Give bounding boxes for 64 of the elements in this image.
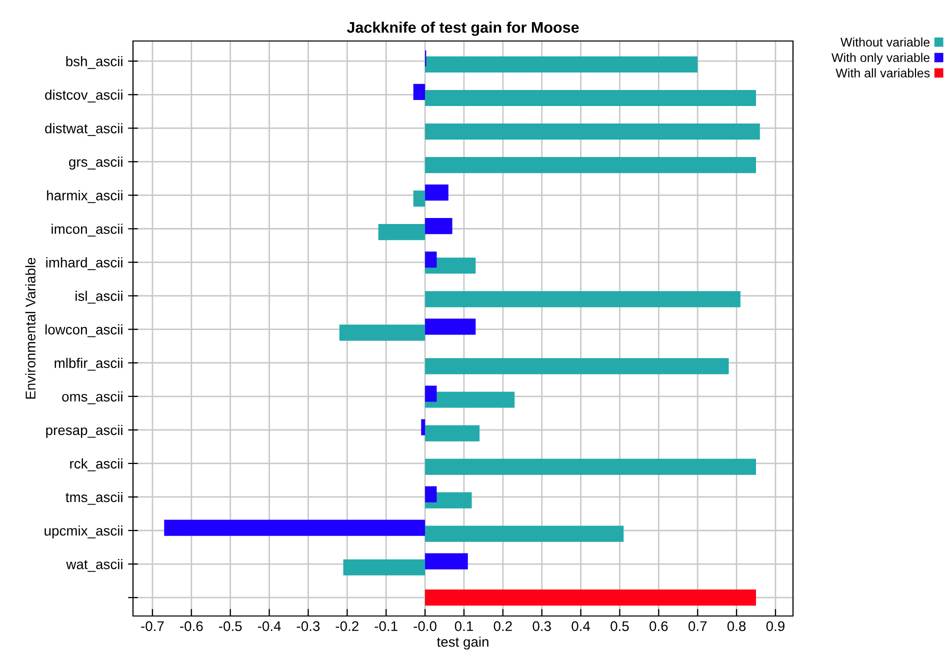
- x-tick-label: 0.5: [610, 621, 629, 632]
- x-tick-label: 0.8: [727, 621, 746, 632]
- x-tick-label: -0.7: [141, 621, 164, 632]
- x-tick-label: 0.2: [494, 621, 512, 632]
- y-tick-label: presap_ascii: [46, 424, 122, 438]
- bar: [425, 358, 729, 374]
- y-tick-label: rck_ascii: [70, 458, 122, 472]
- y-tick-label: grs_ascii: [69, 156, 122, 170]
- bar: [425, 553, 468, 570]
- bar: [425, 291, 740, 308]
- bar: [425, 252, 437, 268]
- x-axis-title: test gain: [436, 636, 488, 650]
- legend-label: With only variable: [832, 52, 930, 65]
- bar: [343, 559, 426, 576]
- bar: [421, 419, 426, 436]
- x-tick-label: 0.9: [766, 621, 784, 632]
- y-tick-label: imcon_ascii: [52, 224, 122, 237]
- y-tick-label: bsh_ascii: [66, 56, 122, 69]
- bar: [425, 590, 756, 606]
- x-tick-label: -0.3: [296, 621, 320, 632]
- bar: [425, 157, 756, 174]
- bar: [425, 90, 756, 106]
- bar: [425, 56, 698, 73]
- bar: [413, 84, 426, 100]
- y-axis-title: Environmental Variable: [25, 258, 36, 399]
- bar: [425, 425, 480, 442]
- x-tick-label: -0.2: [336, 621, 358, 632]
- bar: [425, 386, 437, 402]
- x-tick-label: -0.1: [374, 621, 398, 632]
- bar: [425, 392, 515, 408]
- bar: [378, 224, 426, 240]
- y-tick-label: distcov_ascii: [45, 90, 122, 102]
- bar: [413, 190, 426, 207]
- bar: [425, 123, 760, 140]
- legend-label: Without variable: [840, 37, 930, 47]
- x-tick-label: -0.5: [218, 621, 242, 632]
- y-tick-label: tms_ascii: [66, 492, 122, 505]
- y-tick-label: lowcon_ascii: [45, 324, 122, 338]
- y-tick-label: upcmix_ascii: [44, 525, 122, 538]
- bar: [425, 184, 448, 201]
- x-tick-label: 0.4: [572, 621, 590, 632]
- legend-label: With all variables: [836, 68, 930, 78]
- x-tick-label: -0.6: [180, 621, 203, 632]
- bar: [339, 324, 426, 341]
- y-tick-label: isl_ascii: [76, 290, 122, 304]
- bar: [425, 318, 476, 335]
- bar: [425, 486, 437, 502]
- bar: [425, 526, 624, 542]
- y-tick-label: imhard_ascii: [46, 257, 122, 270]
- y-tick-label: oms_ascii: [62, 391, 122, 404]
- x-tick-label: 0.3: [532, 621, 551, 632]
- chart-title: Jackknife of test gain for Moose: [346, 22, 579, 36]
- y-tick-label: distwat_ascii: [45, 123, 122, 136]
- x-tick-label: 0.1: [454, 621, 473, 632]
- x-tick-label: 0.7: [688, 621, 707, 632]
- bar: [164, 520, 426, 536]
- bar: [425, 458, 756, 475]
- bar: [425, 218, 452, 234]
- y-tick-label: wat_ascii: [66, 559, 122, 572]
- x-tick-label: -0.0: [414, 621, 436, 632]
- x-tick-label: -0.4: [258, 621, 281, 632]
- y-tick-label: mlbfir_ascii: [54, 358, 122, 371]
- y-tick-label: harmix_ascii: [47, 190, 122, 204]
- x-tick-label: 0.6: [650, 621, 668, 632]
